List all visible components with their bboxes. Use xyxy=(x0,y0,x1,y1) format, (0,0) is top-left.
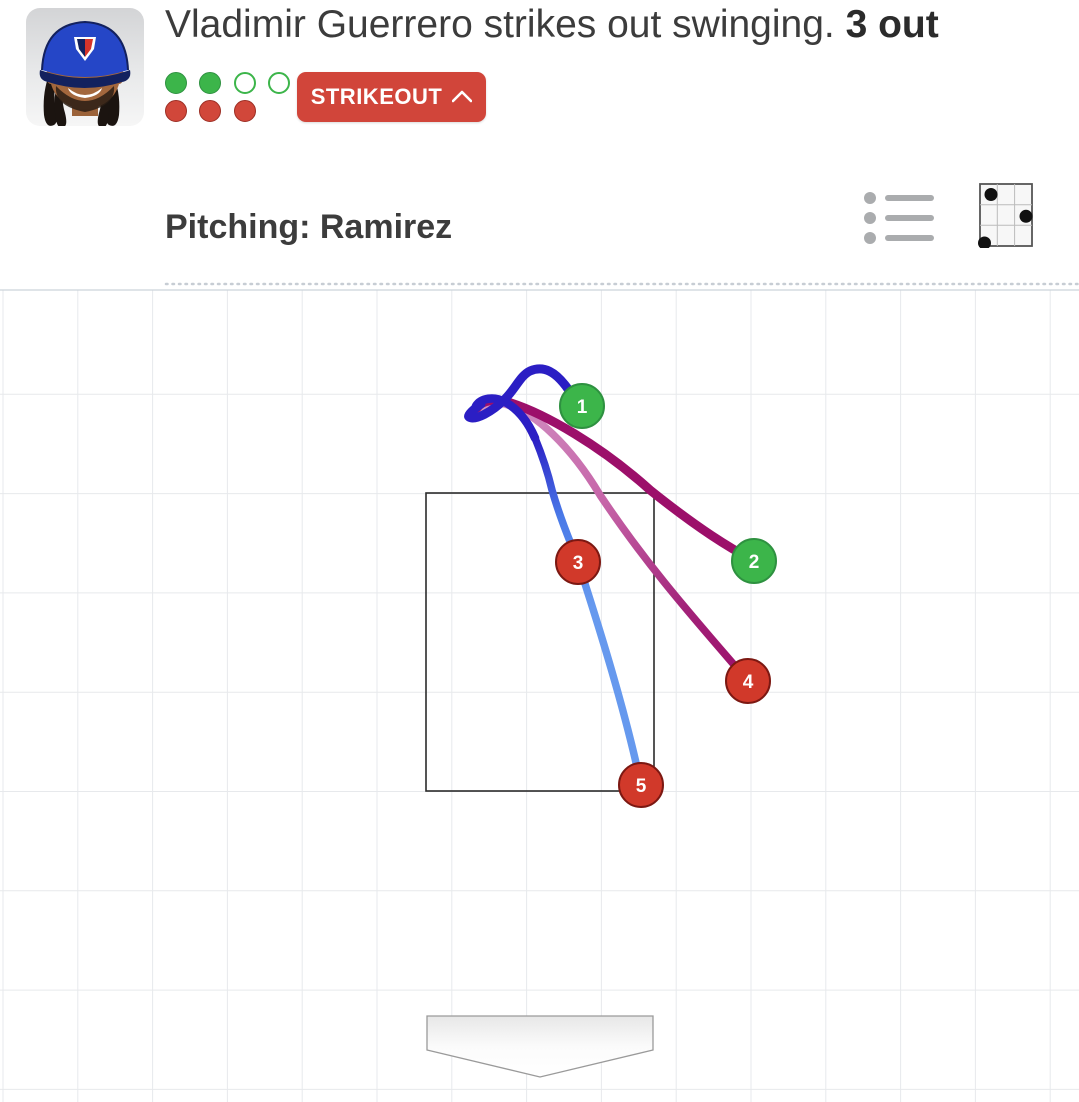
svg-text:2: 2 xyxy=(749,552,760,573)
svg-text:5: 5 xyxy=(636,776,647,797)
svg-text:4: 4 xyxy=(743,672,754,693)
svg-text:1: 1 xyxy=(577,397,588,418)
svg-text:3: 3 xyxy=(573,553,584,574)
